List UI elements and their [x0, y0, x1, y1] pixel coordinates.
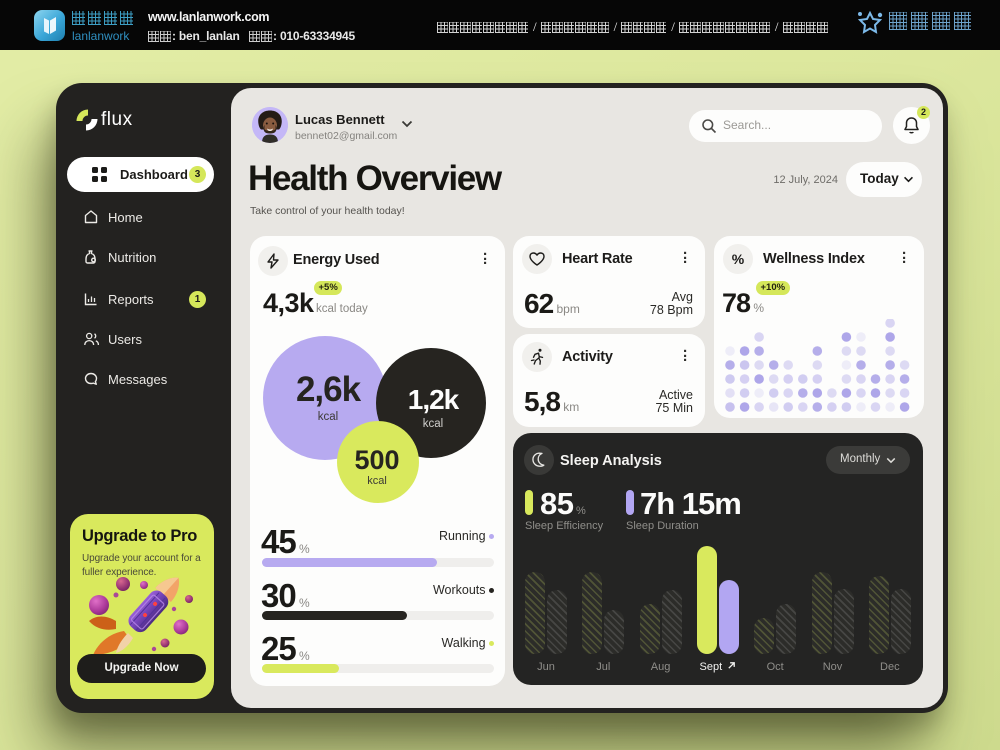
- svg-text:1,2k: 1,2k: [408, 384, 460, 415]
- svg-text:kcal: kcal: [423, 418, 443, 430]
- svg-text:500: 500: [354, 445, 399, 475]
- svg-text:2,6k: 2,6k: [296, 370, 362, 409]
- svg-text:kcal: kcal: [318, 411, 338, 423]
- svg-text:kcal: kcal: [367, 475, 387, 487]
